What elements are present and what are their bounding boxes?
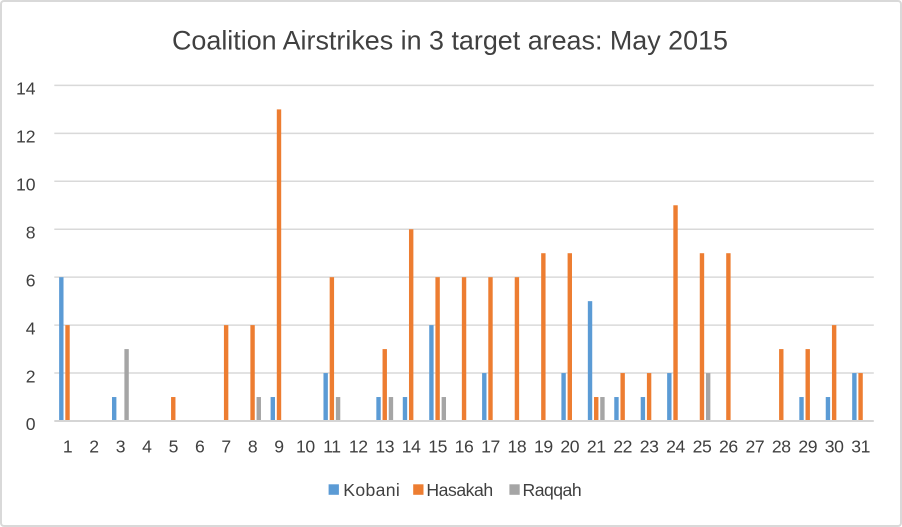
svg-text:10: 10 bbox=[296, 437, 315, 457]
svg-text:24: 24 bbox=[666, 437, 685, 457]
svg-text:23: 23 bbox=[640, 437, 659, 457]
svg-text:Hasakah: Hasakah bbox=[426, 480, 492, 500]
svg-text:19: 19 bbox=[534, 437, 553, 457]
svg-text:12: 12 bbox=[349, 437, 368, 457]
svg-text:0: 0 bbox=[26, 414, 36, 434]
svg-text:2: 2 bbox=[89, 437, 98, 457]
svg-text:10: 10 bbox=[16, 175, 36, 195]
svg-text:31: 31 bbox=[851, 437, 870, 457]
svg-text:6: 6 bbox=[26, 270, 36, 290]
svg-text:3: 3 bbox=[116, 437, 126, 457]
svg-text:21: 21 bbox=[587, 437, 606, 457]
svg-text:30: 30 bbox=[825, 437, 844, 457]
svg-text:5: 5 bbox=[169, 437, 179, 457]
svg-text:Raqqah: Raqqah bbox=[523, 480, 582, 500]
svg-text:16: 16 bbox=[455, 437, 474, 457]
svg-text:4: 4 bbox=[26, 318, 36, 338]
svg-text:26: 26 bbox=[719, 437, 738, 457]
svg-text:6: 6 bbox=[195, 437, 205, 457]
svg-text:27: 27 bbox=[745, 437, 764, 457]
svg-text:25: 25 bbox=[693, 437, 712, 457]
svg-text:17: 17 bbox=[481, 437, 500, 457]
svg-text:28: 28 bbox=[772, 437, 791, 457]
svg-text:15: 15 bbox=[428, 437, 447, 457]
svg-text:22: 22 bbox=[613, 437, 632, 457]
svg-text:Coalition Airstrikes in 3 targ: Coalition Airstrikes in 3 target areas: … bbox=[172, 26, 728, 56]
svg-text:29: 29 bbox=[798, 437, 817, 457]
svg-text:11: 11 bbox=[323, 437, 340, 457]
svg-text:14: 14 bbox=[16, 79, 36, 99]
svg-text:Kobani: Kobani bbox=[343, 480, 400, 500]
svg-text:9: 9 bbox=[274, 437, 283, 457]
svg-text:7: 7 bbox=[221, 437, 230, 457]
svg-text:12: 12 bbox=[16, 127, 36, 147]
svg-text:1: 1 bbox=[63, 437, 72, 457]
svg-text:13: 13 bbox=[375, 437, 394, 457]
svg-text:18: 18 bbox=[508, 437, 527, 457]
svg-text:2: 2 bbox=[26, 366, 36, 386]
svg-text:14: 14 bbox=[402, 437, 421, 457]
svg-text:8: 8 bbox=[248, 437, 258, 457]
svg-text:20: 20 bbox=[560, 437, 579, 457]
svg-text:4: 4 bbox=[142, 437, 152, 457]
svg-text:8: 8 bbox=[26, 222, 36, 242]
